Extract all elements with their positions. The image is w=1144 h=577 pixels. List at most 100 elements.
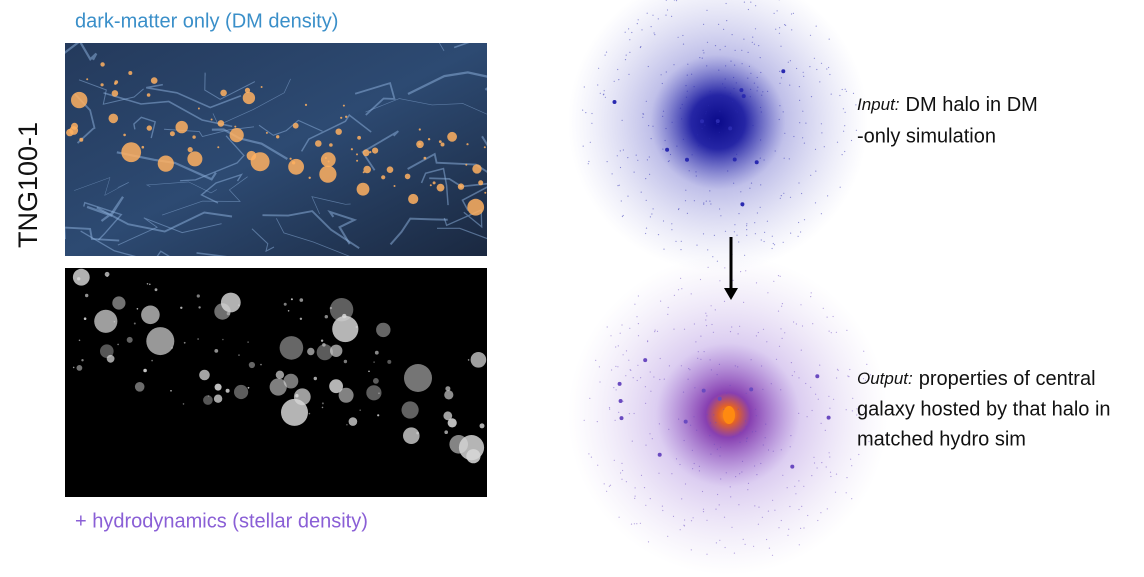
galaxy-blob (184, 342, 186, 344)
particle (710, 454, 711, 455)
particle (730, 93, 731, 94)
particle (789, 85, 790, 86)
particle (829, 408, 830, 409)
galaxy-blob (330, 298, 353, 321)
particle (720, 447, 721, 448)
subhalo (718, 397, 722, 401)
particle (740, 432, 741, 433)
particle (734, 65, 735, 66)
particle (733, 88, 734, 89)
galaxy-blob (349, 417, 358, 426)
particle (773, 243, 774, 244)
particle (642, 117, 643, 118)
particle (739, 326, 740, 327)
hydro-label: + hydrodynamics (stellar density) (75, 510, 368, 532)
galaxy-blob (402, 401, 419, 418)
dm-halo-blob (247, 151, 257, 161)
particle (588, 453, 589, 454)
galaxy-blob (443, 411, 452, 420)
particle (598, 68, 599, 69)
particle (722, 83, 723, 84)
particle (617, 366, 618, 367)
particle (821, 63, 822, 64)
particle (670, 154, 671, 155)
particle (789, 506, 790, 507)
galaxy-blob (344, 360, 347, 363)
particle (620, 333, 621, 334)
particle (836, 332, 837, 333)
galaxy-blob (234, 385, 248, 399)
particle (821, 123, 822, 124)
particle (658, 18, 659, 19)
particle (625, 375, 626, 376)
particle (821, 213, 822, 214)
particle (803, 76, 804, 77)
subhalo (739, 88, 743, 92)
particle (833, 316, 834, 317)
particle (778, 275, 779, 276)
dm-halo-blob (218, 120, 225, 127)
particle (630, 370, 631, 371)
particle (646, 101, 647, 102)
particle (798, 480, 799, 481)
particle (814, 58, 815, 59)
particle (792, 375, 793, 376)
particle (800, 528, 801, 529)
dm-halo-blob (230, 128, 244, 142)
particle (650, 391, 651, 392)
particle (681, 288, 682, 289)
particle (582, 110, 583, 111)
particle (719, 540, 720, 541)
particle (742, 461, 743, 462)
galaxy-blob (321, 340, 323, 342)
hydro-halo (568, 255, 888, 575)
particle (654, 32, 655, 33)
dm-halo-blob (151, 77, 158, 84)
dm-halo-blob (439, 140, 442, 143)
particle (719, 455, 720, 456)
particle (623, 215, 624, 216)
particle (641, 475, 642, 476)
particle (703, 52, 704, 53)
particle (719, 111, 720, 112)
particle (734, 553, 735, 554)
particle (651, 213, 652, 214)
particle (683, 44, 684, 45)
particle (730, 496, 731, 497)
particle (751, 183, 752, 184)
dm-halo-blob (293, 123, 299, 129)
particle (817, 467, 818, 468)
particle (791, 13, 792, 14)
particle (663, 249, 664, 250)
dm-halo-blob (71, 92, 87, 108)
particle (662, 149, 663, 150)
halo-glow (568, 0, 868, 272)
particle (809, 66, 810, 67)
particle (726, 472, 727, 473)
galaxy-blob (288, 310, 290, 312)
subhalo (665, 148, 669, 152)
particle (699, 57, 700, 58)
particle (694, 323, 695, 324)
particle (665, 140, 666, 141)
particle (597, 465, 598, 466)
particle (748, 52, 749, 53)
dm-halo-blob (447, 132, 457, 142)
dm-halo-blob (424, 157, 427, 160)
particle (617, 185, 618, 186)
dm-halo-blob (276, 135, 279, 138)
particle (609, 409, 610, 410)
particle (708, 105, 709, 106)
particle (671, 229, 672, 230)
particle (815, 149, 816, 150)
particle (812, 410, 813, 411)
particle (780, 276, 781, 277)
particle (755, 28, 756, 29)
particle (744, 1, 745, 2)
particle (725, 78, 726, 79)
output-text: galaxy hosted by that halo in (857, 398, 1111, 420)
particle (726, 20, 727, 21)
particle (694, 86, 695, 87)
particle (733, 280, 734, 281)
dm-halo-blob (356, 160, 358, 162)
